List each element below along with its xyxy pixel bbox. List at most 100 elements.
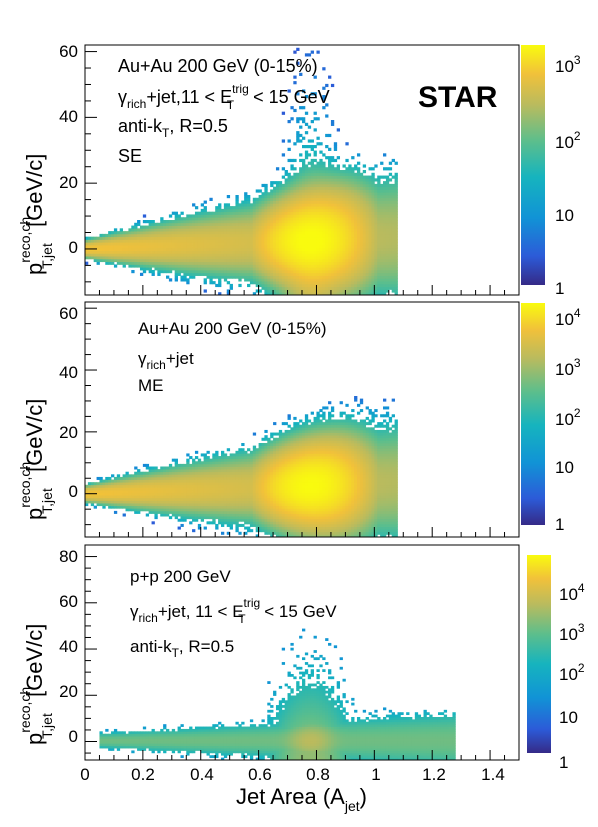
heatmap-cell bbox=[119, 233, 124, 238]
heatmap-cell bbox=[131, 497, 135, 501]
heatmap-cell bbox=[299, 175, 303, 179]
heatmap-cell bbox=[189, 217, 193, 221]
heatmap-cell bbox=[383, 270, 387, 274]
heatmap-cell bbox=[284, 258, 288, 263]
heatmap-cell bbox=[368, 231, 372, 235]
heatmap-cell bbox=[342, 200, 346, 204]
heatmap-cell bbox=[330, 245, 335, 249]
heatmap-cell bbox=[163, 482, 167, 486]
heatmap-cell bbox=[261, 261, 265, 265]
heatmap-cell bbox=[177, 256, 181, 260]
heatmap-cell bbox=[189, 272, 193, 276]
heatmap-cell bbox=[278, 275, 283, 279]
heatmap-cell bbox=[322, 281, 326, 285]
heatmap-cell bbox=[304, 272, 309, 276]
heatmap-cell bbox=[244, 458, 248, 462]
heatmap-cell bbox=[330, 208, 335, 213]
heatmap-cell bbox=[238, 242, 242, 246]
heatmap-cell bbox=[200, 516, 205, 520]
heatmap-cell bbox=[336, 264, 341, 268]
heatmap-cell bbox=[290, 203, 294, 207]
heatmap-cell bbox=[281, 220, 286, 224]
heatmap-cell bbox=[235, 261, 239, 265]
heatmap-cell bbox=[275, 440, 280, 444]
heatmap-cell bbox=[247, 203, 251, 207]
heatmap-cell bbox=[316, 203, 320, 207]
heatmap-cell bbox=[313, 181, 317, 185]
heatmap-cell bbox=[96, 484, 100, 488]
heatmap-cell bbox=[293, 225, 297, 229]
heatmap-cell bbox=[299, 181, 303, 185]
heatmap-cell bbox=[206, 458, 210, 462]
heatmap-cell bbox=[252, 469, 257, 473]
heatmap-cell bbox=[119, 500, 124, 504]
heatmap-cell bbox=[275, 222, 280, 226]
heatmap-cell bbox=[192, 479, 196, 483]
heatmap-cell bbox=[137, 258, 141, 263]
heatmap-cell bbox=[174, 231, 178, 235]
heatmap-cell bbox=[113, 231, 118, 235]
heatmap-cell bbox=[137, 510, 141, 514]
heatmap-cell bbox=[261, 264, 265, 268]
heatmap-cell bbox=[235, 458, 239, 462]
heatmap-cell bbox=[249, 222, 254, 226]
heatmap-cell bbox=[249, 281, 254, 285]
heatmap-cell bbox=[171, 466, 176, 470]
heatmap-cell bbox=[336, 200, 341, 204]
heatmap-cell bbox=[261, 461, 265, 465]
heatmap-cell bbox=[192, 258, 196, 263]
heatmap-cell bbox=[377, 183, 381, 188]
heatmap-cell bbox=[131, 270, 135, 274]
heatmap-cell bbox=[139, 231, 144, 235]
heatmap-cell bbox=[174, 463, 178, 467]
heatmap-cell bbox=[105, 256, 109, 260]
heatmap-cell bbox=[278, 225, 283, 229]
heatmap-cell bbox=[125, 471, 129, 475]
heatmap-cell bbox=[296, 253, 300, 257]
heatmap-cell bbox=[189, 214, 193, 218]
heatmap-cell bbox=[339, 278, 343, 282]
heatmap-cell bbox=[261, 474, 265, 478]
heatmap-cell bbox=[247, 233, 251, 238]
heatmap-cell bbox=[255, 239, 259, 243]
heatmap-cell bbox=[145, 463, 150, 467]
heatmap-cell bbox=[171, 231, 176, 235]
heatmap-cell bbox=[232, 463, 236, 467]
heatmap-cell bbox=[160, 225, 164, 229]
heatmap-cell bbox=[377, 175, 381, 179]
heatmap-cell bbox=[154, 482, 158, 486]
heatmap-cell bbox=[322, 225, 326, 229]
heatmap-cell bbox=[87, 495, 92, 499]
heatmap-cell bbox=[267, 487, 271, 491]
heatmap-cell bbox=[293, 108, 297, 113]
heatmap-cell bbox=[362, 178, 367, 182]
heatmap-cell bbox=[310, 278, 314, 282]
heatmap-cell bbox=[330, 261, 335, 265]
heatmap-cell bbox=[244, 233, 248, 238]
heatmap-cell bbox=[362, 264, 367, 268]
heatmap-cell bbox=[290, 281, 294, 285]
heatmap-cell bbox=[304, 258, 309, 263]
heatmap-cell bbox=[371, 258, 375, 263]
heatmap-cell bbox=[168, 222, 173, 226]
heatmap-cell bbox=[313, 267, 317, 271]
heatmap-cell bbox=[310, 292, 314, 296]
heatmap-cell bbox=[206, 253, 210, 257]
heatmap-cell bbox=[319, 253, 323, 257]
heatmap-cell bbox=[339, 253, 343, 257]
heatmap-cell bbox=[328, 220, 332, 224]
heatmap-cell bbox=[99, 500, 103, 504]
heatmap-cell bbox=[296, 183, 300, 188]
heatmap-cell bbox=[171, 211, 176, 215]
heatmap-cell bbox=[200, 500, 205, 504]
heatmap-cell bbox=[148, 497, 152, 501]
heatmap-cell bbox=[215, 247, 219, 251]
heatmap-cell bbox=[249, 233, 254, 238]
heatmap-cell bbox=[333, 231, 338, 235]
heatmap-cell bbox=[189, 471, 193, 475]
heatmap-cell bbox=[264, 435, 268, 439]
heatmap-cell bbox=[232, 225, 236, 229]
heatmap-cell bbox=[180, 508, 184, 512]
heatmap-cell bbox=[90, 484, 95, 488]
heatmap-cell bbox=[235, 270, 239, 274]
